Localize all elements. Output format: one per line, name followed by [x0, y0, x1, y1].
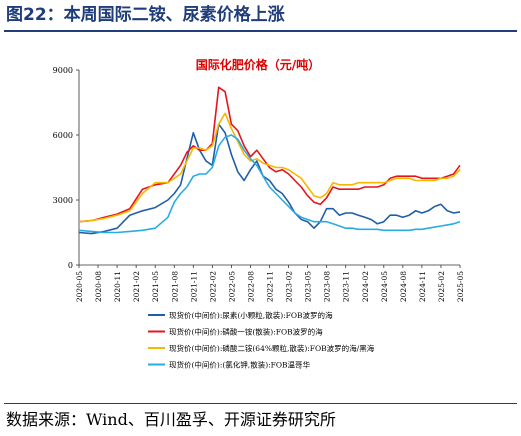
x-tick-label: 2025-05: [456, 271, 465, 302]
figure-title: 图22：本周国际二铵、尿素价格上涨: [6, 5, 285, 25]
y-tick-label: 0: [68, 261, 73, 270]
series-line-3: [78, 112, 461, 223]
price-chart: 国际化肥价格（元/吨） 0 3000 6000 9000 2020-05 2020-08 2…: [53, 57, 465, 370]
x-tick-label: 2021-08: [170, 271, 179, 302]
x-tick-label: 2023-11: [342, 271, 351, 302]
y-tick-label: 9000: [53, 66, 73, 75]
chart-legend: 现货价(中间价):尿素(小颗粒,散装):FOB波罗的海现货价(中间价):磷酸一铵…: [148, 310, 375, 370]
x-tick-label: 2023-05: [304, 271, 313, 302]
x-tick-label: 2024-11: [418, 271, 427, 302]
chart-series-group: [78, 86, 461, 235]
x-tick-label: 2022-11: [266, 271, 275, 302]
legend-label-2: 现货价(中间价):磷酸一铵(散装):FOB波罗的海: [169, 327, 323, 337]
series-line-2: [78, 86, 461, 223]
x-tick-label: 2023-02: [285, 271, 294, 302]
x-tick-label: 2024-02: [361, 271, 370, 302]
source-note: 数据来源：Wind、百川盈孚、开源证券研究所: [6, 410, 336, 429]
x-tick-label: 2022-08: [246, 271, 255, 302]
y-tick-label: 6000: [53, 131, 73, 140]
x-tick-label: 2020-11: [113, 271, 122, 302]
x-tick-label: 2020-05: [75, 271, 84, 302]
series-line-1: [78, 123, 461, 235]
legend-label-1: 现货价(中间价):尿素(小颗粒,散装):FOB波罗的海: [169, 310, 333, 320]
x-tick-label: 2021-11: [189, 271, 198, 302]
x-tick-label: 2021-02: [132, 271, 141, 302]
series-line-4: [78, 134, 461, 234]
x-tick-label: 2024-05: [380, 271, 389, 302]
chart-axes: 0 3000 6000 9000 2020-05 2020-08 2020-11 2021-0…: [53, 66, 465, 302]
x-tick-label: 2024-08: [399, 271, 408, 302]
x-tick-label: 2023-08: [323, 271, 332, 302]
x-tick-label: 2021-05: [151, 271, 160, 302]
x-tick-label: 2020-08: [94, 271, 103, 302]
legend-label-3: 现货价(中间价):磷酸二铵(64%颗粒,散装):FOB波罗的海/黑海: [169, 343, 375, 353]
chart-title: 国际化肥价格（元/吨）: [196, 57, 320, 72]
y-tick-label: 3000: [53, 196, 73, 205]
x-tick-label: 2025-02: [437, 271, 446, 302]
x-tick-label: 2022-05: [227, 271, 236, 302]
legend-label-4: 现货价(中间价):(氯化钾,散装):FOB温哥华: [169, 360, 311, 370]
source-rule: [4, 403, 517, 404]
x-tick-label: 2022-02: [208, 271, 217, 302]
title-underline: [4, 30, 517, 32]
